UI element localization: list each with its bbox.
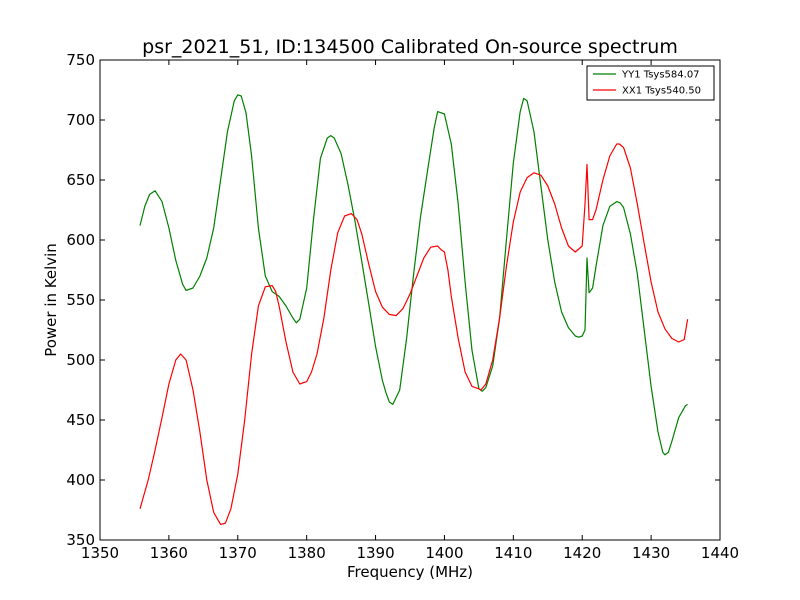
chart-title: psr_2021_51, ID:134500 Calibrated On-sou…	[142, 36, 678, 58]
y-tick-label: 650	[66, 171, 95, 189]
legend: YY1 Tsys584.07 XX1 Tsys540.50	[586, 65, 715, 101]
y-axis-label: Power in Kelvin	[42, 243, 60, 357]
x-tick-label: 1350	[81, 544, 119, 562]
x-tick-label: 1410	[494, 544, 532, 562]
x-axis-label: Frequency (MHz)	[347, 563, 473, 581]
y-tick-label: 450	[66, 411, 95, 429]
y-tick-label: 400	[66, 471, 95, 489]
x-tick-label: 1440	[701, 544, 739, 562]
x-tick-label: 1380	[288, 544, 326, 562]
x-tick-label: 1390	[356, 544, 394, 562]
y-tick-label: 500	[66, 351, 95, 369]
x-tick-label: 1360	[150, 544, 188, 562]
x-axis-ticks: 1350 1360 1370 1380 1390 1400 1410 1420 1430 1440	[81, 60, 739, 562]
y-tick-label: 550	[66, 291, 95, 309]
y-tick-label: 750	[66, 51, 95, 69]
y-tick-label: 350	[66, 531, 95, 549]
legend-box	[586, 65, 715, 101]
legend-label-xx1: XX1 Tsys540.50	[622, 86, 701, 97]
y-tick-label: 700	[66, 111, 95, 129]
series-line-yy1	[139, 94, 688, 456]
x-tick-label: 1420	[563, 544, 601, 562]
x-tick-label: 1370	[219, 544, 257, 562]
legend-label-yy1: YY1 Tsys584.07	[621, 70, 700, 81]
x-tick-label: 1400	[425, 544, 463, 562]
y-axis-ticks: 350 400 450 500 550 600 650 700 750	[66, 51, 720, 549]
plot-area	[139, 94, 689, 526]
y-tick-label: 600	[66, 231, 95, 249]
x-tick-label: 1430	[632, 544, 670, 562]
series-line-xx1	[139, 143, 689, 526]
